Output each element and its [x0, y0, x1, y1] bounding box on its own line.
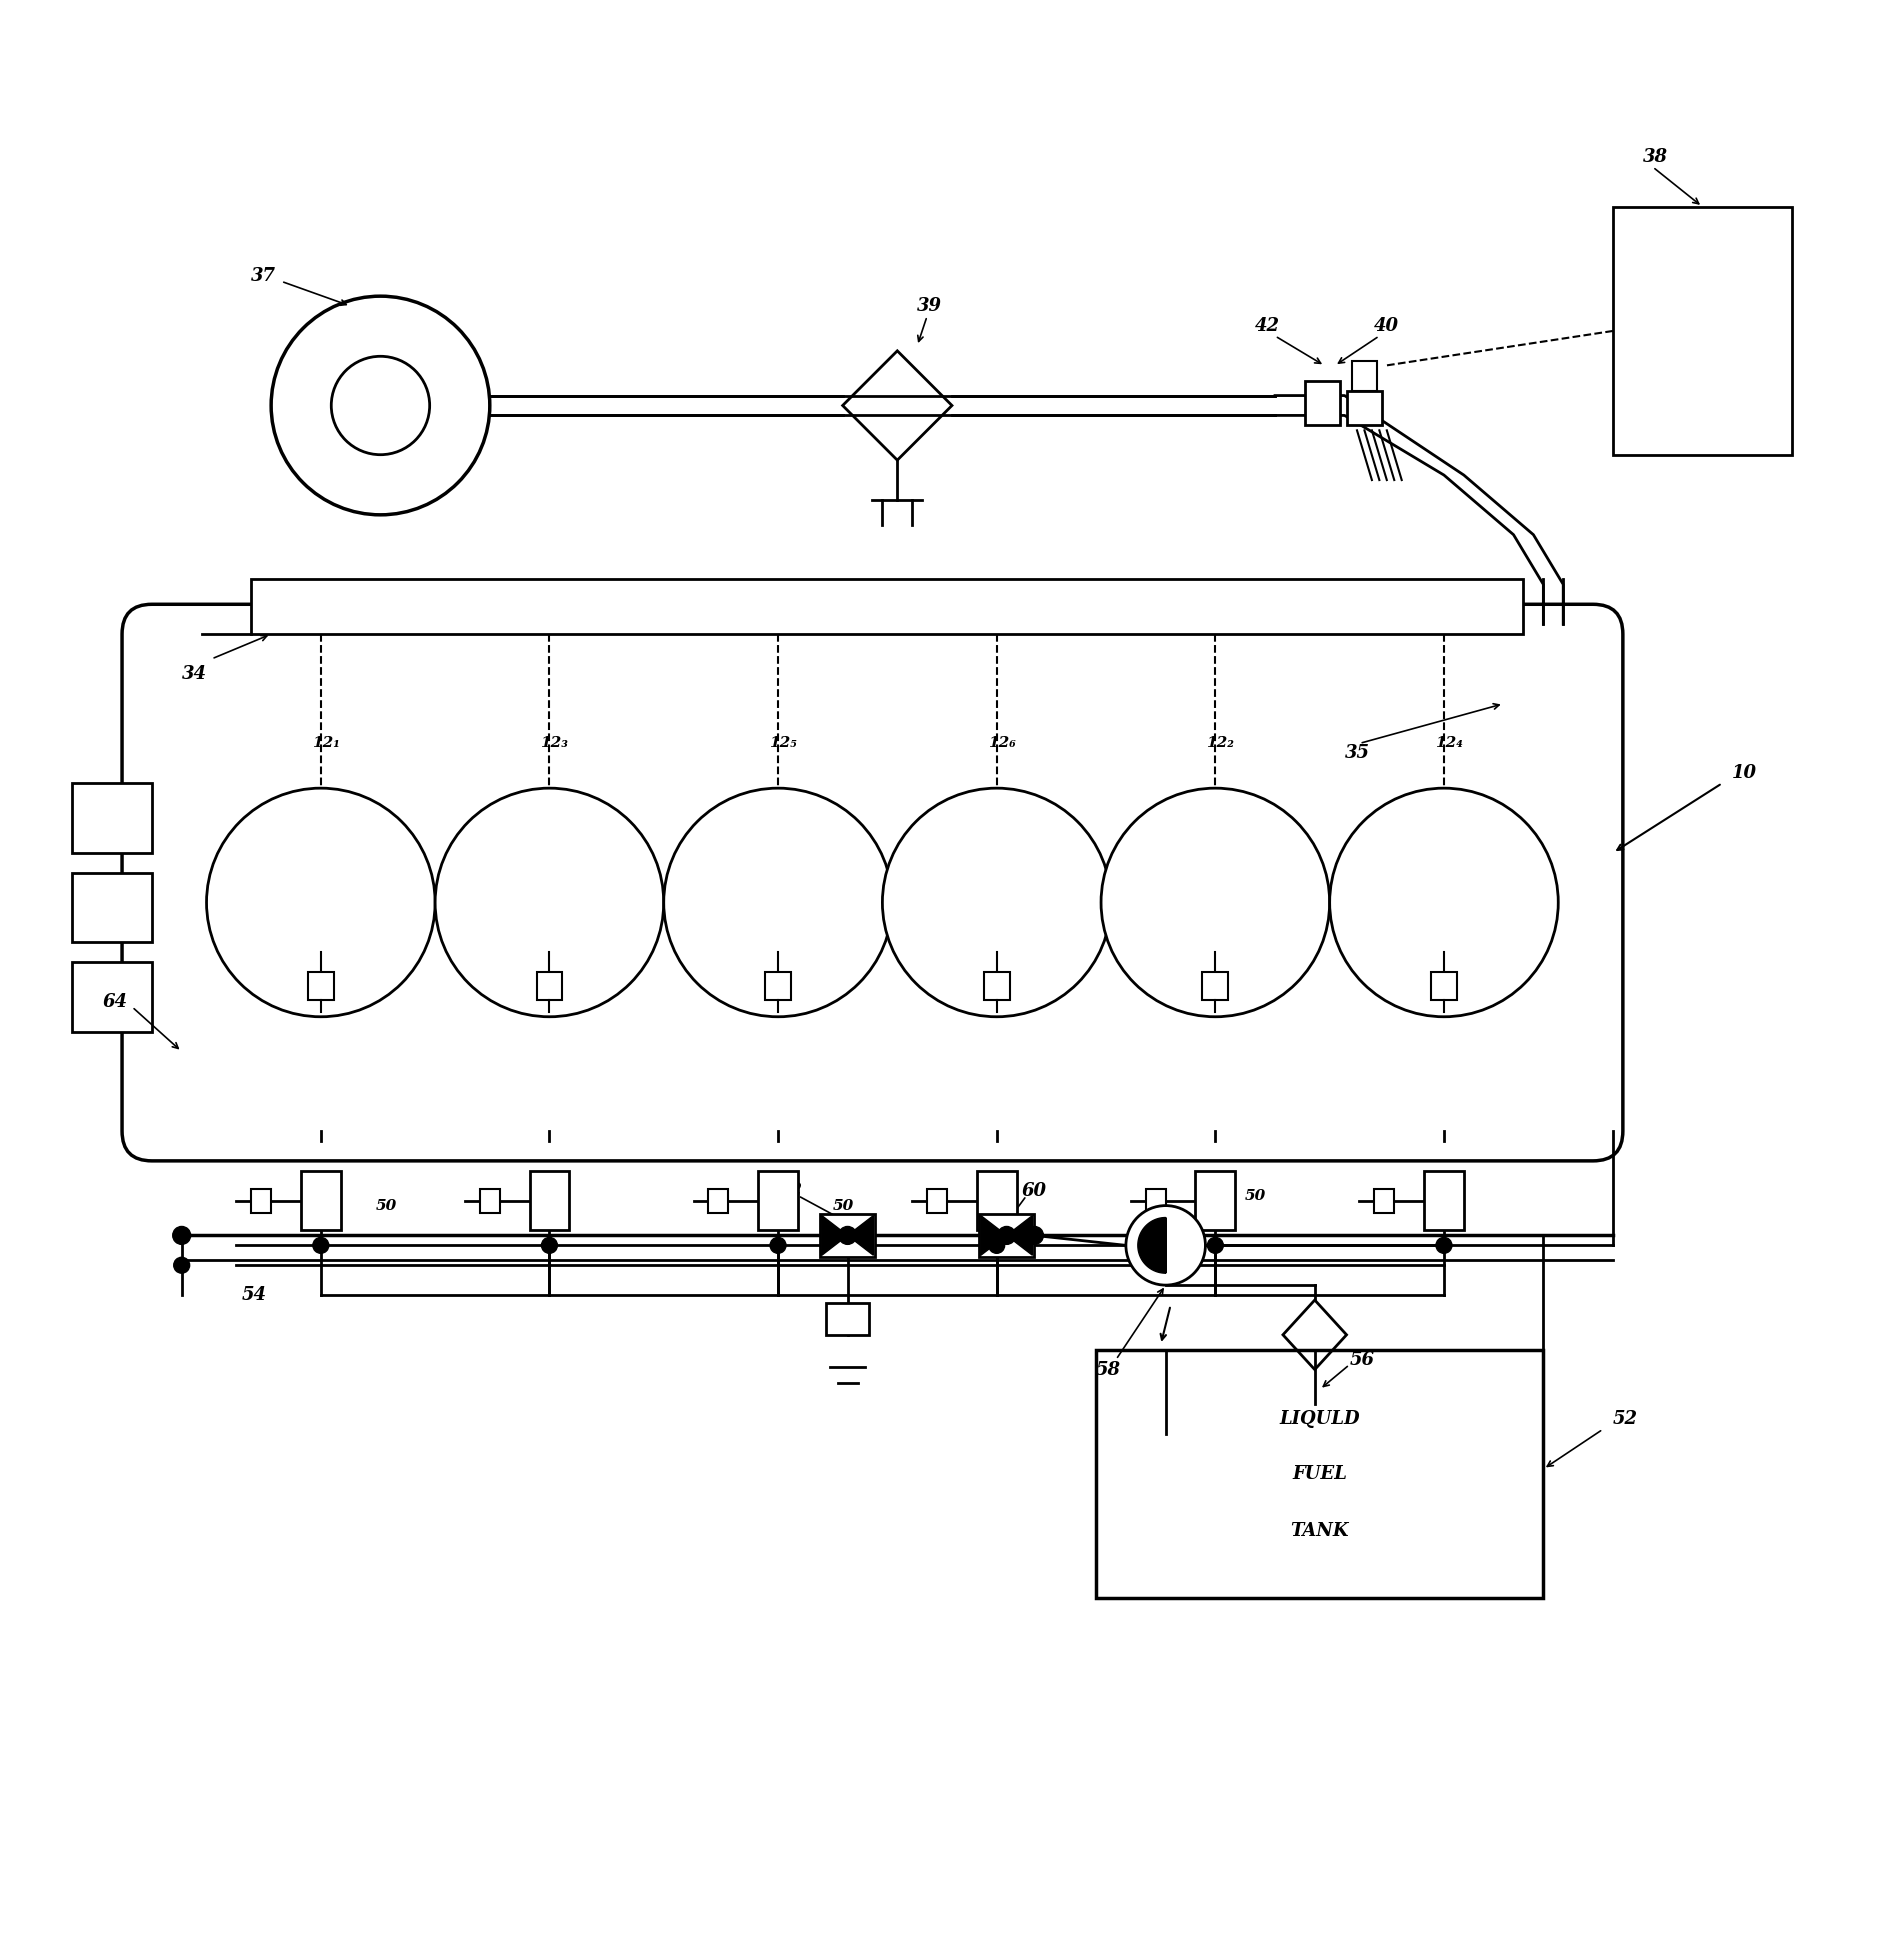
Text: FUEL: FUEL: [1292, 1466, 1347, 1483]
Circle shape: [1206, 1237, 1224, 1253]
Bar: [977, 1170, 1017, 1231]
Text: 50: 50: [833, 1198, 854, 1213]
Text: 38: 38: [1642, 149, 1669, 166]
Circle shape: [839, 1227, 856, 1245]
Circle shape: [313, 1237, 330, 1253]
Text: 37: 37: [252, 268, 277, 285]
Bar: [252, 1188, 271, 1213]
Bar: [1432, 971, 1456, 1000]
Circle shape: [663, 787, 892, 1016]
Text: 12₂: 12₂: [1206, 737, 1235, 750]
Bar: [820, 1213, 875, 1256]
Text: 54: 54: [241, 1286, 267, 1303]
Text: TANK: TANK: [1290, 1522, 1349, 1540]
Circle shape: [331, 356, 430, 455]
Bar: [72, 784, 152, 852]
Text: 12₁: 12₁: [313, 737, 339, 750]
Circle shape: [172, 1227, 191, 1245]
Bar: [1203, 971, 1229, 1000]
Text: 56: 56: [1350, 1350, 1375, 1368]
Polygon shape: [849, 1215, 873, 1254]
Circle shape: [883, 787, 1112, 1016]
Bar: [1305, 381, 1339, 426]
Text: 40: 40: [1375, 317, 1400, 334]
Bar: [758, 1170, 797, 1231]
Text: 62: 62: [778, 1182, 803, 1200]
Bar: [765, 971, 792, 1000]
Circle shape: [998, 1227, 1015, 1245]
Circle shape: [1436, 1237, 1453, 1253]
Text: 35: 35: [1345, 744, 1369, 762]
Text: 64: 64: [102, 993, 127, 1010]
Text: 10: 10: [1733, 764, 1758, 782]
Circle shape: [174, 1256, 189, 1274]
Circle shape: [989, 1237, 1004, 1253]
FancyBboxPatch shape: [121, 604, 1623, 1161]
Polygon shape: [1006, 1215, 1032, 1254]
Circle shape: [542, 1237, 557, 1253]
Polygon shape: [822, 1215, 849, 1254]
Bar: [1195, 1170, 1235, 1231]
Text: 50: 50: [375, 1198, 396, 1213]
Bar: [1424, 1170, 1464, 1231]
Bar: [1375, 1188, 1394, 1213]
Bar: [530, 1170, 570, 1231]
Polygon shape: [981, 1215, 1006, 1254]
Bar: [301, 1170, 341, 1231]
Bar: [979, 1213, 1034, 1256]
Text: 39: 39: [917, 297, 941, 315]
Circle shape: [1100, 787, 1330, 1016]
Bar: [72, 961, 152, 1032]
Text: 12₅: 12₅: [769, 737, 797, 750]
Bar: [309, 971, 333, 1000]
Circle shape: [206, 787, 436, 1016]
Text: 50: 50: [1244, 1188, 1267, 1202]
Bar: [928, 1188, 947, 1213]
Circle shape: [1125, 1206, 1205, 1286]
Text: LIQULD: LIQULD: [1280, 1411, 1360, 1428]
Bar: [708, 1188, 729, 1213]
Bar: [826, 1303, 869, 1335]
Circle shape: [436, 787, 663, 1016]
Text: 52: 52: [1614, 1411, 1638, 1428]
Circle shape: [1330, 787, 1559, 1016]
Circle shape: [771, 1237, 786, 1253]
Text: 12₄: 12₄: [1436, 737, 1462, 750]
Text: 42: 42: [1256, 317, 1280, 334]
Text: 34: 34: [182, 664, 206, 682]
Polygon shape: [1138, 1217, 1165, 1274]
Bar: [252, 580, 1523, 635]
Text: 60: 60: [1021, 1182, 1047, 1200]
Bar: [983, 971, 1010, 1000]
Text: 12₆: 12₆: [989, 737, 1015, 750]
Bar: [1352, 361, 1377, 391]
Text: 58: 58: [1097, 1360, 1121, 1380]
Bar: [479, 1188, 500, 1213]
Text: 12₃: 12₃: [540, 737, 568, 750]
Bar: [72, 873, 152, 942]
Bar: [1146, 1188, 1165, 1213]
Bar: [1347, 391, 1383, 426]
Circle shape: [1025, 1227, 1044, 1245]
Bar: [536, 971, 563, 1000]
Bar: [1614, 207, 1792, 455]
Circle shape: [271, 297, 491, 514]
Bar: [1097, 1350, 1544, 1598]
